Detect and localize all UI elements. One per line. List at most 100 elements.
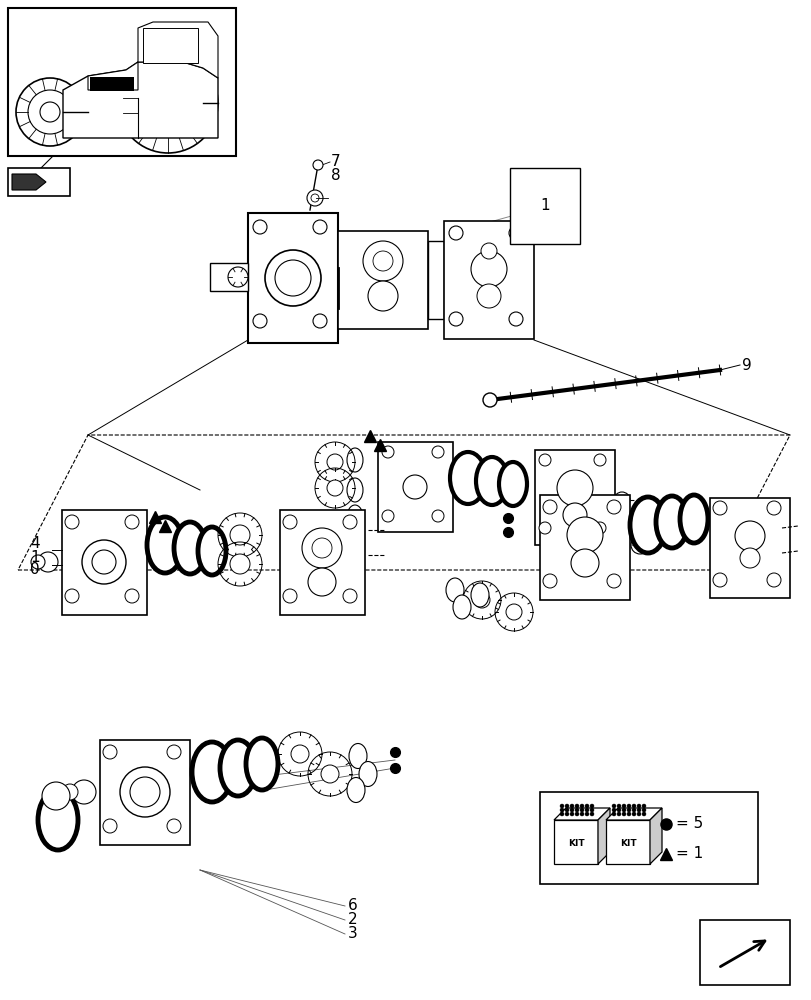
Circle shape: [636, 804, 640, 808]
Circle shape: [616, 808, 620, 812]
Circle shape: [62, 784, 78, 800]
Ellipse shape: [191, 742, 232, 802]
Circle shape: [539, 522, 551, 534]
Bar: [427, 241, 444, 319]
Bar: [378, 442, 453, 532]
Circle shape: [630, 536, 648, 554]
Circle shape: [564, 808, 569, 812]
Circle shape: [311, 194, 319, 202]
Text: 8: 8: [331, 167, 340, 182]
Circle shape: [342, 515, 357, 529]
Bar: [444, 221, 534, 339]
Circle shape: [584, 812, 588, 816]
Circle shape: [626, 812, 630, 816]
Circle shape: [508, 226, 522, 240]
Text: KIT: KIT: [619, 840, 636, 848]
Bar: [709, 498, 789, 598]
Ellipse shape: [453, 595, 470, 619]
Circle shape: [564, 804, 569, 808]
Circle shape: [381, 510, 393, 522]
Text: 2: 2: [348, 912, 357, 928]
Polygon shape: [138, 22, 217, 78]
Circle shape: [40, 102, 60, 122]
Ellipse shape: [38, 790, 78, 850]
Bar: [143, 28, 198, 63]
Circle shape: [381, 446, 393, 458]
Circle shape: [574, 804, 578, 808]
Circle shape: [342, 589, 357, 603]
Ellipse shape: [346, 478, 363, 502]
Circle shape: [642, 812, 646, 816]
Text: 1: 1: [30, 550, 40, 564]
Circle shape: [483, 393, 496, 407]
Circle shape: [253, 220, 267, 234]
Ellipse shape: [470, 583, 488, 607]
Circle shape: [621, 808, 625, 812]
Ellipse shape: [220, 740, 255, 796]
Circle shape: [312, 220, 327, 234]
Text: = 5: = 5: [676, 816, 702, 832]
Circle shape: [134, 69, 202, 137]
Circle shape: [739, 548, 759, 568]
Circle shape: [283, 515, 297, 529]
Ellipse shape: [346, 778, 365, 802]
Circle shape: [574, 812, 578, 816]
Circle shape: [570, 549, 599, 577]
Circle shape: [42, 782, 70, 810]
Circle shape: [448, 312, 462, 326]
Circle shape: [367, 281, 397, 311]
Circle shape: [130, 777, 160, 807]
Circle shape: [125, 589, 139, 603]
Circle shape: [103, 819, 117, 833]
Circle shape: [631, 804, 635, 808]
Circle shape: [574, 808, 578, 812]
Bar: [247, 213, 337, 343]
Circle shape: [167, 745, 181, 759]
Text: 1: 1: [539, 198, 549, 214]
Circle shape: [508, 312, 522, 326]
Circle shape: [290, 745, 309, 763]
Circle shape: [569, 812, 573, 816]
Circle shape: [621, 804, 625, 808]
Circle shape: [431, 446, 444, 458]
Text: 3: 3: [348, 926, 358, 942]
Circle shape: [636, 808, 640, 812]
Circle shape: [611, 808, 616, 812]
Ellipse shape: [147, 517, 182, 573]
Circle shape: [480, 243, 496, 259]
Ellipse shape: [499, 462, 526, 506]
Polygon shape: [605, 808, 661, 820]
Circle shape: [311, 538, 332, 558]
Circle shape: [569, 808, 573, 812]
Ellipse shape: [679, 495, 707, 543]
Circle shape: [28, 90, 72, 134]
Circle shape: [564, 812, 569, 816]
Circle shape: [65, 589, 79, 603]
Circle shape: [734, 521, 764, 551]
Bar: [90, 77, 134, 91]
Circle shape: [556, 470, 592, 506]
Circle shape: [307, 568, 336, 596]
Circle shape: [579, 812, 583, 816]
Bar: [280, 510, 365, 615]
Circle shape: [539, 454, 551, 466]
Circle shape: [474, 592, 489, 608]
Circle shape: [230, 554, 250, 574]
Circle shape: [327, 454, 342, 470]
Circle shape: [38, 552, 58, 572]
Circle shape: [118, 53, 217, 153]
Circle shape: [616, 804, 620, 808]
Circle shape: [302, 528, 341, 568]
Ellipse shape: [198, 527, 225, 575]
Polygon shape: [63, 62, 217, 138]
Circle shape: [594, 522, 605, 534]
Circle shape: [642, 804, 646, 808]
Bar: [553, 820, 597, 864]
Ellipse shape: [475, 457, 508, 505]
Circle shape: [626, 804, 630, 808]
Circle shape: [16, 78, 84, 146]
Circle shape: [607, 574, 620, 588]
Circle shape: [560, 804, 564, 808]
Circle shape: [312, 314, 327, 328]
Circle shape: [584, 808, 588, 812]
